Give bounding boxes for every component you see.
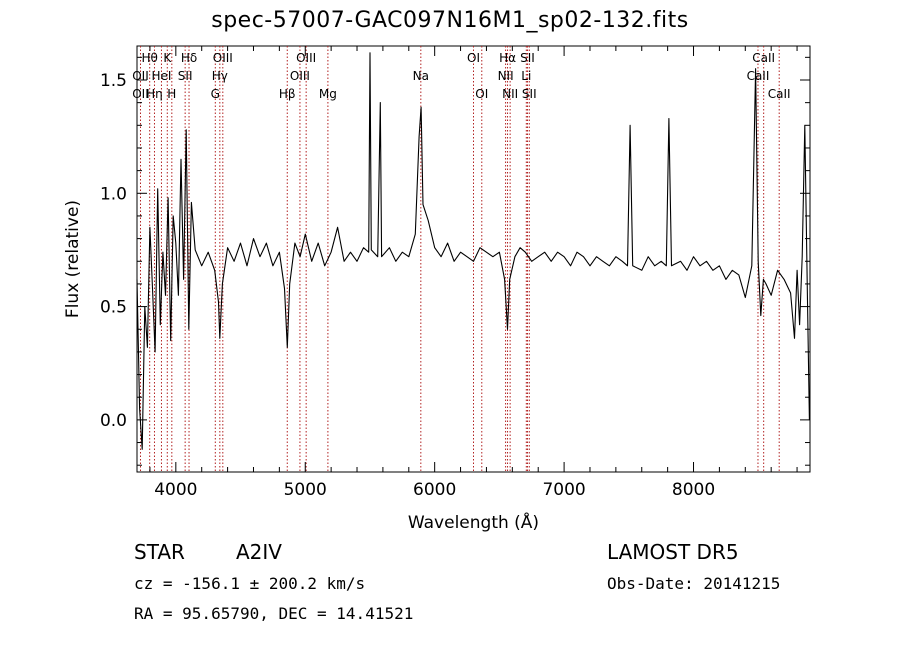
y-axis-label: Flux (relative)	[63, 200, 83, 318]
object-subclass: A2IV	[236, 540, 282, 564]
feature-label: Na	[413, 69, 429, 83]
y-tick-label: 1.0	[100, 184, 127, 204]
spectrum-line	[136, 52, 810, 450]
feature-label: Hγ	[212, 69, 228, 83]
feature-label: Li	[521, 69, 531, 83]
feature-label: HeI	[151, 69, 171, 83]
feature-label: OI	[467, 51, 480, 65]
feature-label: CaII	[768, 87, 791, 101]
feature-label: NII	[502, 87, 518, 101]
feature-label: OIII	[213, 51, 233, 65]
obs-date: Obs-Date: 20141215	[607, 574, 781, 593]
object-class: STAR	[134, 540, 185, 564]
chart-title: spec-57007-GAC097N16M1_sp02-132.fits	[211, 8, 689, 33]
feature-label: NII	[498, 69, 514, 83]
y-tick-label: 1.5	[100, 71, 127, 91]
feature-label: SII	[178, 69, 193, 83]
feature-label: CaII	[747, 69, 770, 83]
x-tick-label: 6000	[413, 480, 456, 500]
y-tick-label: 0.0	[100, 411, 127, 431]
feature-label: OIII	[296, 51, 316, 65]
x-tick-label: 8000	[672, 480, 715, 500]
feature-label: H	[167, 87, 176, 101]
feature-label: Hα	[499, 51, 516, 65]
feature-label: Hδ	[181, 51, 197, 65]
x-tick-label: 5000	[284, 480, 327, 500]
x-tick-label: 4000	[154, 480, 197, 500]
feature-label: Hη	[146, 87, 163, 101]
feature-label: SII	[520, 51, 535, 65]
feature-label: K	[163, 51, 172, 65]
redshift-readout: cz = -156.1 ± 200.2 km/s	[134, 574, 366, 593]
feature-label: G	[211, 87, 220, 101]
feature-label: Hβ	[279, 87, 296, 101]
coordinates-readout: RA = 95.65790, DEC = 14.41521	[134, 604, 414, 623]
feature-label: Mg	[319, 87, 337, 101]
survey-label: LAMOST DR5	[607, 540, 739, 564]
feature-label: OII	[132, 87, 149, 101]
feature-label: SII	[522, 87, 537, 101]
x-tick-label: 7000	[542, 480, 585, 500]
x-axis-label: Wavelength (Å)	[408, 511, 539, 533]
feature-label: CaII	[752, 51, 775, 65]
feature-label: OIII	[290, 69, 310, 83]
feature-label: OII	[132, 69, 149, 83]
feature-label: Hθ	[141, 51, 157, 65]
y-tick-label: 0.5	[100, 298, 127, 318]
feature-label: OI	[475, 87, 488, 101]
